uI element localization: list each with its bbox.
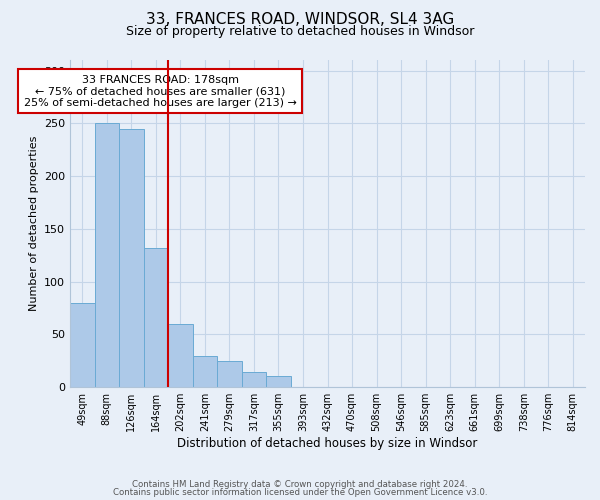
Y-axis label: Number of detached properties: Number of detached properties bbox=[29, 136, 38, 312]
Bar bbox=[119, 128, 143, 387]
Text: 33 FRANCES ROAD: 178sqm
← 75% of detached houses are smaller (631)
25% of semi-d: 33 FRANCES ROAD: 178sqm ← 75% of detache… bbox=[24, 74, 296, 108]
Bar bbox=[217, 361, 242, 387]
Text: Contains public sector information licensed under the Open Government Licence v3: Contains public sector information licen… bbox=[113, 488, 487, 497]
Bar bbox=[168, 324, 193, 387]
Text: Size of property relative to detached houses in Windsor: Size of property relative to detached ho… bbox=[126, 25, 474, 38]
X-axis label: Distribution of detached houses by size in Windsor: Distribution of detached houses by size … bbox=[178, 437, 478, 450]
Text: 33, FRANCES ROAD, WINDSOR, SL4 3AG: 33, FRANCES ROAD, WINDSOR, SL4 3AG bbox=[146, 12, 454, 28]
Text: Contains HM Land Registry data © Crown copyright and database right 2024.: Contains HM Land Registry data © Crown c… bbox=[132, 480, 468, 489]
Bar bbox=[193, 356, 217, 387]
Bar bbox=[70, 303, 95, 387]
Bar bbox=[242, 372, 266, 387]
Bar bbox=[143, 248, 168, 387]
Bar bbox=[266, 376, 291, 387]
Bar bbox=[95, 124, 119, 387]
